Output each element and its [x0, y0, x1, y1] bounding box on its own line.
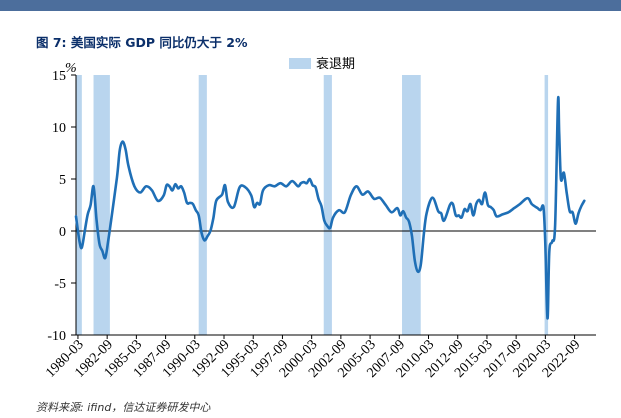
- recession-band-3: [323, 75, 332, 335]
- recession-bands: [76, 75, 549, 335]
- figure-title-text: 美国实际 GDP 同比仍大于 2%: [70, 35, 248, 50]
- figure-label: 图 7:: [36, 35, 67, 50]
- top-color-bar: [0, 0, 621, 11]
- chart-axes: [75, 75, 596, 336]
- recession-band-2: [198, 75, 207, 335]
- recession-band-5: [544, 75, 549, 335]
- recession-band-1: [93, 75, 110, 335]
- y-axis-ticks: -10 -5 0 5 10 15: [47, 69, 76, 344]
- legend-swatch-recession: [289, 58, 311, 69]
- y-tick-label: 10: [52, 121, 66, 136]
- series-line-gdp-yoy: [74, 96, 586, 320]
- legend: 衰退期: [289, 56, 355, 72]
- y-tick-label: 15: [52, 69, 66, 84]
- x-axis-ticks: 1980-031982-091985-031987-091990-031992-…: [43, 335, 583, 381]
- source-note: 资料来源: ifind，信达证券研发中心: [36, 401, 211, 414]
- y-tick-label: 5: [59, 173, 66, 188]
- y-tick-label: 0: [59, 225, 66, 240]
- recession-band-0: [76, 75, 82, 335]
- y-tick-label: -5: [54, 277, 66, 292]
- y-axis-unit: %: [65, 61, 77, 76]
- y-tick-label: -10: [47, 329, 66, 344]
- legend-label-recession: 衰退期: [316, 56, 355, 72]
- recession-band-4: [402, 75, 421, 335]
- series-layer: [74, 96, 586, 320]
- figure-title: 图 7: 美国实际 GDP 同比仍大于 2%: [36, 32, 248, 51]
